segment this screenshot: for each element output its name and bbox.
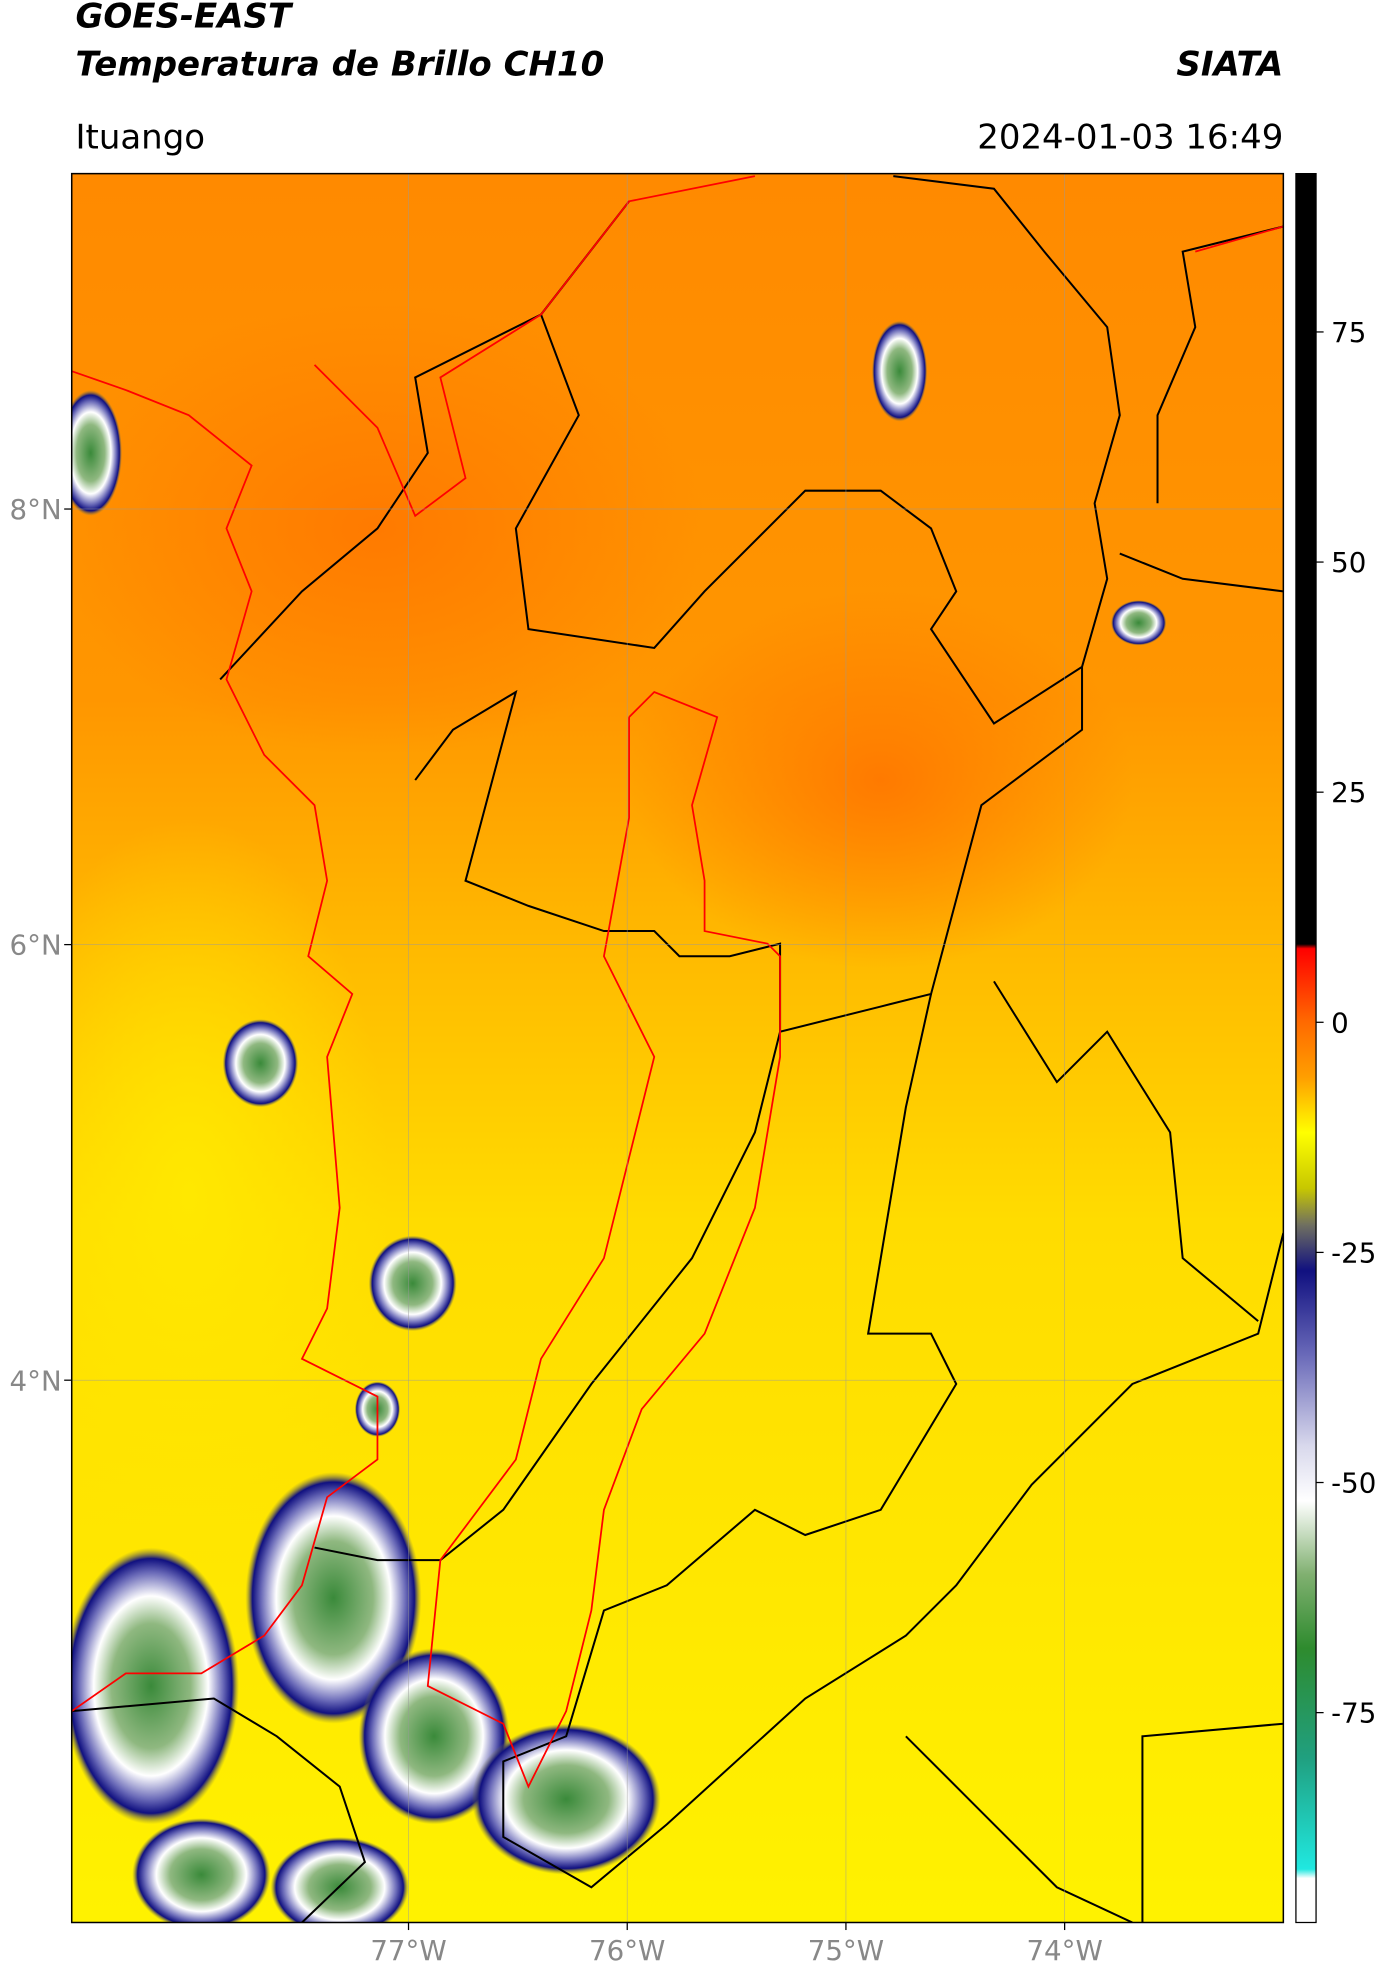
satellite-image (71, 173, 1284, 1923)
title: GOES-EAST (75, 0, 293, 37)
y-tick-label: 6°N (10, 929, 62, 962)
y-tick-label: 4°N (10, 1364, 62, 1397)
datetime: 2024-01-03 16:49 (977, 117, 1283, 157)
colorbar-tick-label: 50 (1331, 546, 1366, 579)
x-tick-label: 75°W (808, 1934, 884, 1967)
colorbar-tick-label: -25 (1331, 1236, 1376, 1269)
x-tick-label: 74°W (1026, 1934, 1102, 1967)
colorbar-tick-label: -50 (1331, 1467, 1376, 1500)
map-frame (70, 172, 1285, 1924)
colorbar (1295, 172, 1317, 1924)
colorbar-tick-label: 25 (1331, 776, 1366, 809)
x-tick-label: 77°W (370, 1934, 446, 1967)
location: Ituango (75, 117, 205, 157)
colorbar-tick-label: 75 (1331, 316, 1366, 349)
y-tick-label: 8°N (10, 493, 62, 526)
source: SIATA (1176, 44, 1283, 84)
x-tick-label: 76°W (589, 1934, 665, 1967)
colorbar-tick-label: -75 (1331, 1697, 1376, 1730)
subtitle: Temperatura de Brillo CH10 (75, 44, 604, 84)
colorbar-tick-label: 0 (1331, 1006, 1349, 1039)
